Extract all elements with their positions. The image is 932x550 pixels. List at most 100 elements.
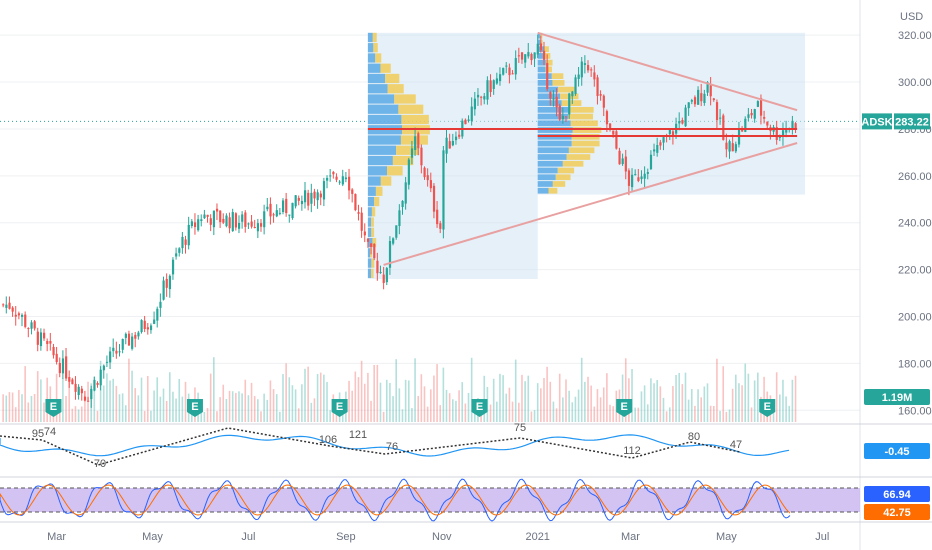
swing-label: 74 xyxy=(44,426,56,438)
profile-bar-down xyxy=(548,187,558,194)
profile-bar-up xyxy=(537,106,569,113)
volume-bar xyxy=(609,404,611,422)
profile-bar-down xyxy=(555,174,571,181)
candle-body xyxy=(624,156,627,172)
candle-body xyxy=(209,218,212,225)
volume-bar xyxy=(247,395,250,422)
price-tick-label: 220.00 xyxy=(898,265,932,277)
candle-body xyxy=(307,192,310,206)
candle-body xyxy=(115,350,118,354)
candle-body xyxy=(310,192,313,204)
candle-body xyxy=(489,80,492,93)
volume-profile xyxy=(367,32,805,279)
volume-bar xyxy=(470,357,473,422)
volume-bar xyxy=(631,369,633,422)
swing-label: 106 xyxy=(319,434,337,446)
candle-body xyxy=(583,63,587,65)
volume-bar xyxy=(222,384,225,422)
time-tick-label: May xyxy=(716,531,737,543)
volume-bar xyxy=(382,411,385,422)
volume-bar xyxy=(348,380,350,422)
candle-body xyxy=(52,346,55,356)
profile-bar-down xyxy=(568,106,594,113)
candle-body xyxy=(143,320,146,329)
candle-body xyxy=(49,341,52,344)
candle-body xyxy=(722,115,725,140)
stoch-k-line xyxy=(0,478,791,522)
volume-bar xyxy=(527,375,530,422)
profile-bar-down xyxy=(552,181,566,187)
candle-body xyxy=(432,185,436,212)
profile-bar-down xyxy=(371,207,376,217)
volume-bar xyxy=(96,410,99,422)
profile-bar-down xyxy=(380,63,391,73)
profile-bar-up xyxy=(537,160,563,167)
volume-bar xyxy=(178,378,181,422)
price-tick-label: 200.00 xyxy=(898,312,932,324)
candle-body xyxy=(505,65,508,67)
volume-bar xyxy=(84,395,86,422)
volume-bar xyxy=(511,401,514,422)
candle-body xyxy=(2,304,5,306)
candle-body xyxy=(99,369,102,386)
profile-range xyxy=(537,32,805,195)
time-tick-label: Mar xyxy=(621,531,640,543)
support-trendline xyxy=(383,142,798,266)
volume-bar xyxy=(728,409,731,422)
volume-bar xyxy=(285,363,287,422)
volume-bar xyxy=(580,357,583,422)
volume-bar xyxy=(209,373,212,422)
volume-bar xyxy=(584,381,586,422)
profile-bar-down xyxy=(385,73,400,84)
profile-bar-up xyxy=(537,73,552,80)
volume-bar xyxy=(266,399,269,422)
volume-bar xyxy=(659,386,662,422)
volume-bar xyxy=(162,388,165,422)
volume-bar xyxy=(275,394,278,422)
candle-body xyxy=(561,115,565,120)
candle-body xyxy=(203,214,206,219)
profile-bar-down xyxy=(372,32,377,43)
volume-bar xyxy=(744,363,747,422)
volume-bar xyxy=(700,397,703,422)
overlays xyxy=(367,31,798,266)
volume-bar xyxy=(175,398,177,422)
volume-bar xyxy=(665,411,668,422)
volume-bar xyxy=(448,393,451,422)
oscillator-1-badge-text: -0.45 xyxy=(884,446,909,458)
candle-body xyxy=(492,80,495,89)
volume-bar xyxy=(643,385,646,422)
candle-body xyxy=(423,167,426,178)
profile-bar-down xyxy=(387,166,403,176)
candle-body xyxy=(659,142,662,146)
volume-bar xyxy=(87,381,89,422)
profile-bar-down xyxy=(561,100,582,106)
volume-bar xyxy=(612,406,614,422)
candle-body xyxy=(215,208,219,212)
candle-body xyxy=(527,52,530,57)
candle-body xyxy=(401,200,404,208)
volume-bar xyxy=(656,380,658,422)
volume-bar xyxy=(467,392,470,422)
volume-bar xyxy=(404,379,407,422)
volume-bar xyxy=(385,379,388,422)
candle-body xyxy=(593,72,596,80)
volume-bar xyxy=(672,385,674,422)
profile-bar-down xyxy=(545,66,552,73)
oscillator-1-badge xyxy=(864,443,930,459)
volume-bar xyxy=(725,411,728,422)
volume-bar xyxy=(734,374,737,422)
volume-bar xyxy=(436,364,438,422)
candle-body xyxy=(599,94,602,96)
volume-bar xyxy=(168,372,171,422)
volume-bar xyxy=(30,395,33,422)
candle-body xyxy=(335,176,338,180)
volume-bar xyxy=(225,398,228,422)
candle-body xyxy=(197,219,200,231)
volume-bar xyxy=(546,366,548,422)
volume-bar xyxy=(407,380,410,422)
profile-bar-up xyxy=(537,80,553,86)
candle-body xyxy=(480,96,483,98)
